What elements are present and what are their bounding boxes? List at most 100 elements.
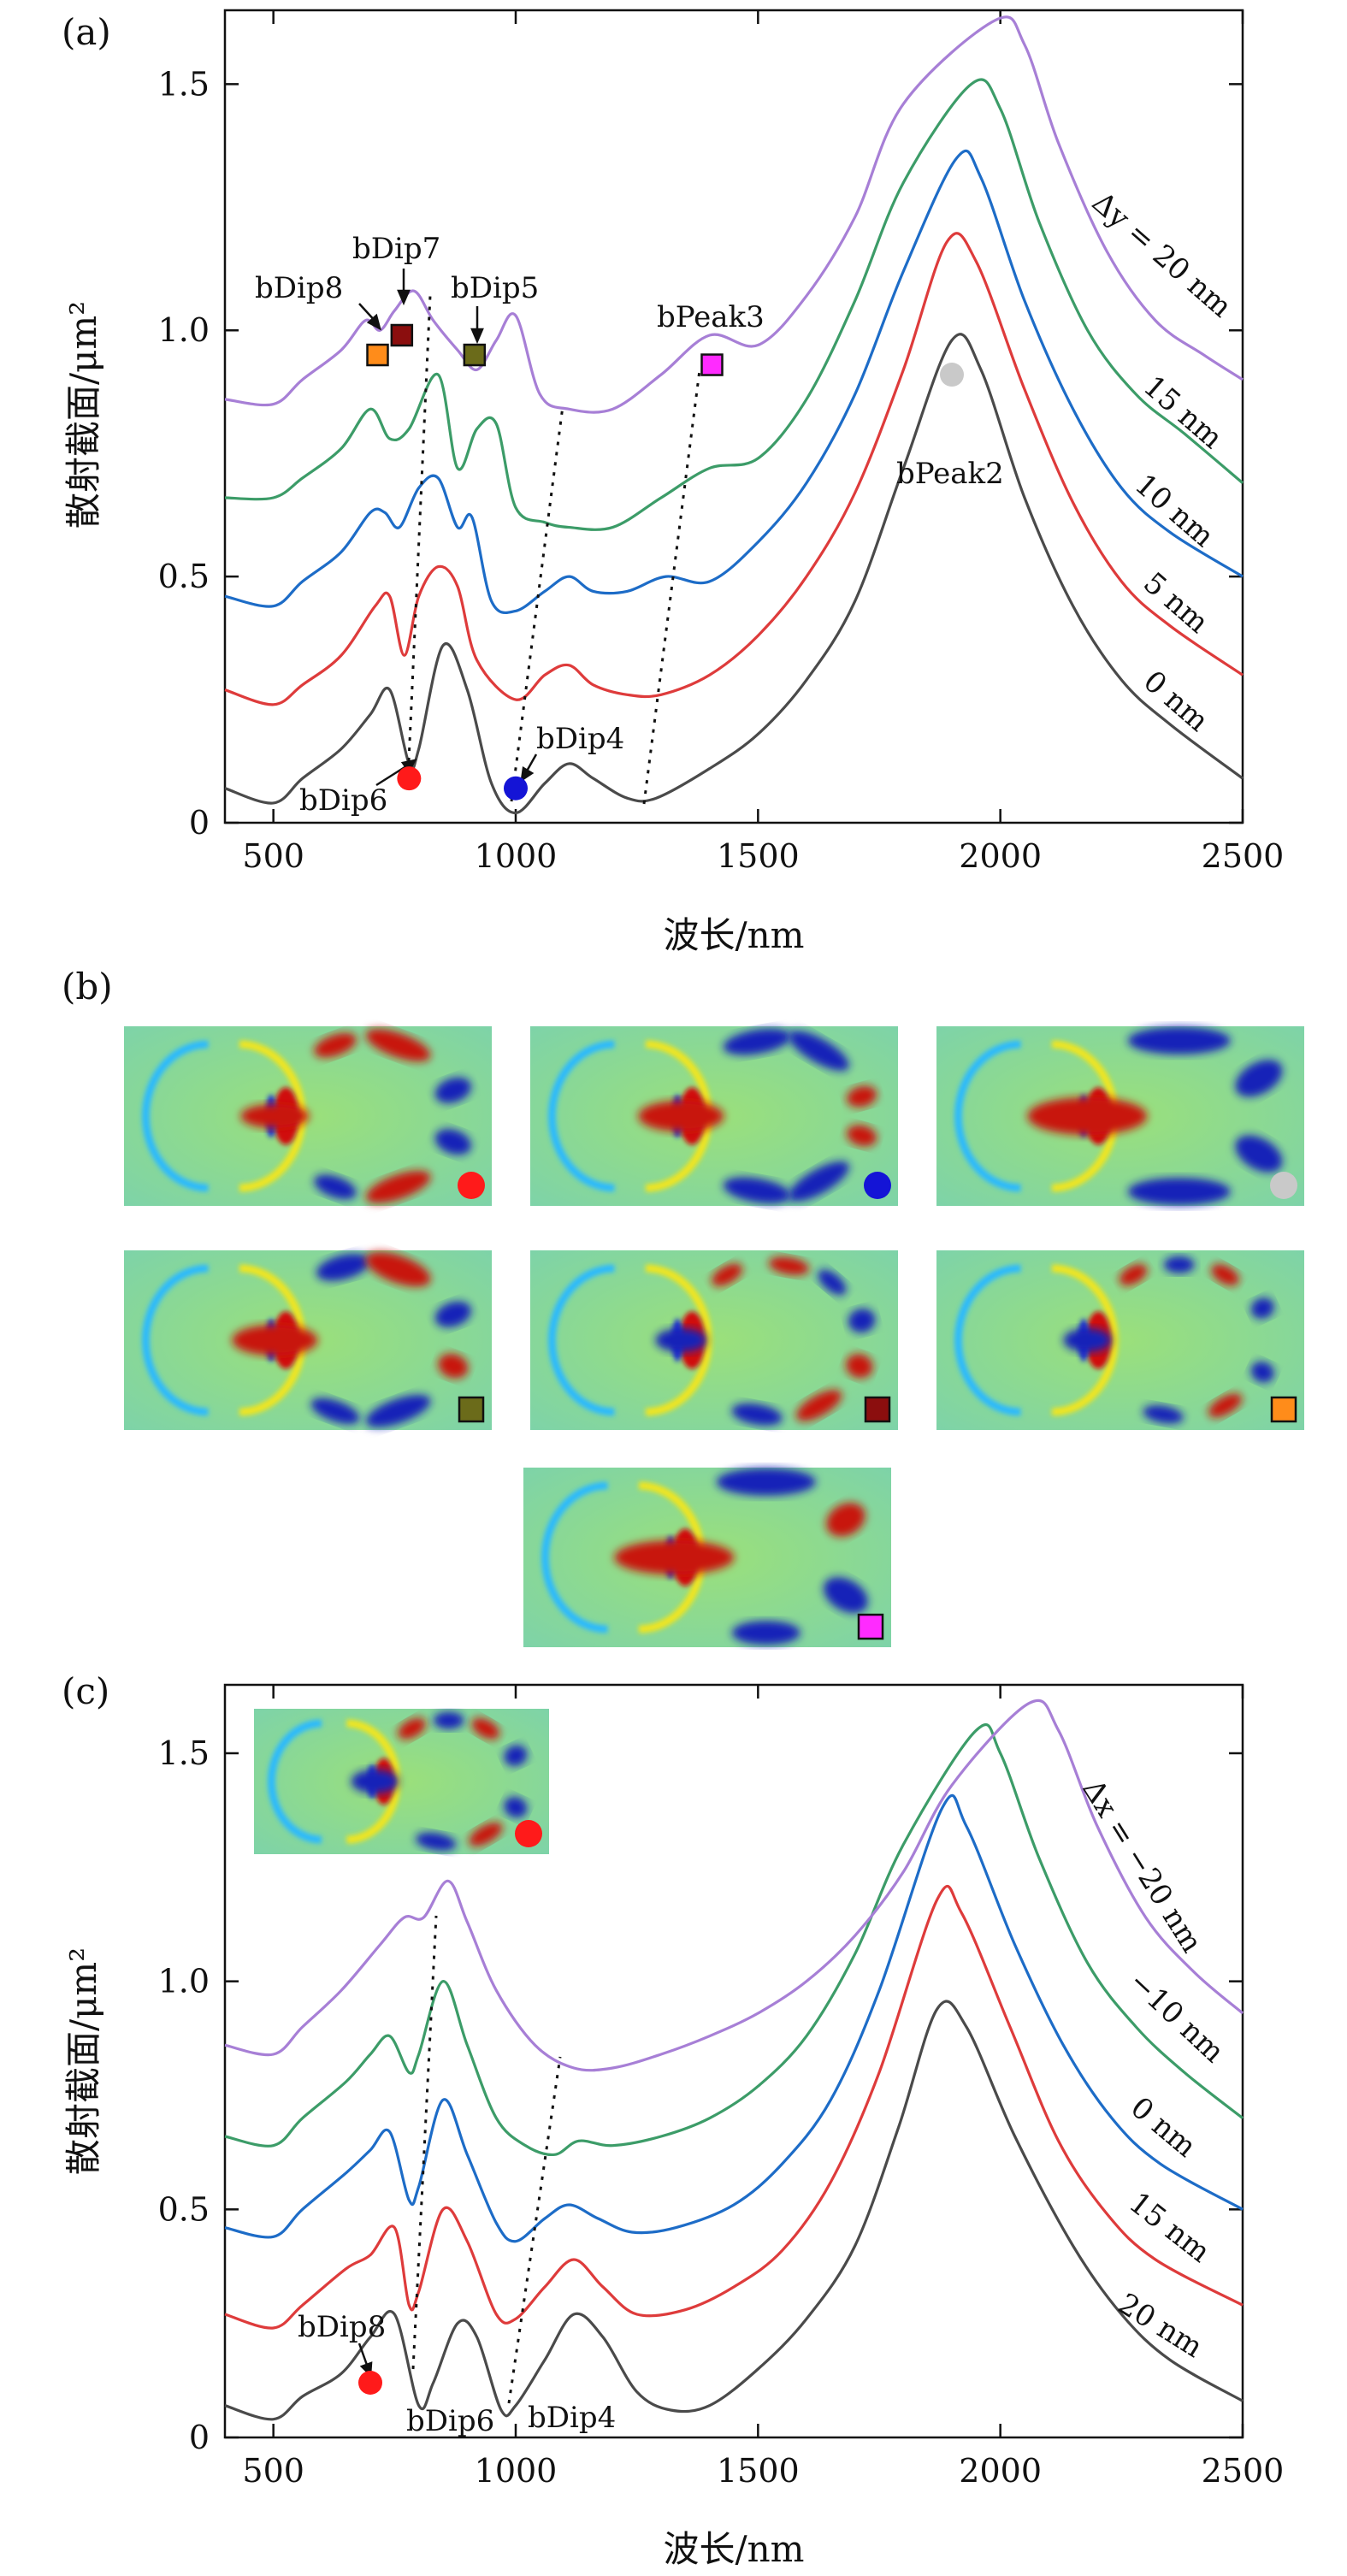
field-map-bpeak3-lobe-1 — [826, 1503, 866, 1537]
curve-label-c-m10: −10 nm — [1122, 1964, 1231, 2069]
field-map-bdip6-lobe-2 — [434, 1077, 472, 1103]
field-map-bdip5-lobe-5 — [310, 1397, 360, 1425]
chart-c-series-line-0 — [224, 2000, 1244, 2421]
field-map-bdip6-lobe-6 — [240, 1104, 310, 1128]
field-map-bdip8-lobe-6 — [1143, 1405, 1184, 1424]
anno-bpeak2-a: bPeak2 — [896, 457, 1004, 491]
field-map-bdip7-lobe-0 — [712, 1263, 743, 1286]
field-map-bdip4-lobe-1 — [789, 1031, 849, 1072]
chart-c-curve-labels: Δx = −20 nm −10 nm 0 nm 15 nm 20 nm — [1075, 1774, 1231, 2365]
chart-c-xtick-label: 1000 — [475, 2452, 558, 2490]
field-map-bpeak3-lobe-3 — [731, 1621, 801, 1645]
chart-c-ytick-label: 1.0 — [158, 1963, 210, 2000]
field-map-bdip7-lobe-7 — [655, 1328, 707, 1352]
inset-field-map-bdip8-lobe-6 — [416, 1832, 457, 1852]
field-map-bpeak2-lobe-0 — [1127, 1026, 1231, 1055]
chart-a-ylabel: 散射截面/μm² — [62, 301, 104, 529]
field-map-bdip5 — [124, 1250, 492, 1430]
chart-a-ytick-label: 0 — [189, 804, 210, 842]
chart-a-ticks: 500 1000 1500 2000 2500 0 0.5 1.0 1.5 — [158, 10, 1284, 875]
chart-a-series-line-4 — [224, 15, 1244, 414]
anno-bdip5-a: bDip5 — [451, 271, 539, 305]
chart-a-marker-square-5 — [463, 343, 487, 367]
chart-a-ytick-label: 1.5 — [158, 65, 210, 103]
chart-c-markers — [358, 2371, 382, 2395]
field-map-bdip8-left-ring-blue — [954, 1264, 1021, 1416]
chart-a-xlabel: 波长/nm — [663, 914, 804, 956]
chart-a-ytick-label: 1.0 — [158, 311, 210, 349]
chart-c-xtick-label: 1500 — [717, 2452, 800, 2490]
field-map-bdip4-marker — [864, 1172, 891, 1199]
field-map-bpeak2-left-ring-blue — [954, 1040, 1021, 1192]
inset-field-map-bdip8-lobe-2 — [471, 1717, 500, 1740]
chart-c-ylabel: 散射截面/μm² — [62, 1947, 104, 2175]
field-map-bdip8 — [936, 1250, 1304, 1430]
field-map-bdip5-lobe-3 — [438, 1353, 469, 1379]
chart-c-series-line-2 — [224, 1793, 1244, 2243]
chart-a-series-line-3 — [224, 78, 1244, 531]
field-map-bpeak3-lobe-2 — [824, 1577, 868, 1614]
field-map-bdip4-lobe-0 — [723, 1028, 791, 1055]
field-map-bdip5-lobe-2 — [434, 1301, 472, 1327]
panel-c-label: (c) — [62, 1670, 109, 1712]
anno-bdip8-c: bDip8 — [298, 2310, 386, 2344]
chart-a-marker-circle-1 — [504, 776, 528, 801]
chart-c-xtick-label: 2500 — [1202, 2452, 1285, 2490]
field-map-bdip4-lobe-2 — [846, 1085, 877, 1108]
chart-c-series — [224, 1699, 1244, 2421]
field-map-bdip7 — [530, 1250, 898, 1430]
panel-b-label: (b) — [62, 966, 113, 1007]
panel-a-label: (a) — [62, 11, 111, 53]
chart-c-xlabel: 波长/nm — [663, 2528, 804, 2570]
field-map-bpeak2-lobe-3 — [1127, 1178, 1231, 1206]
chart-c-guides — [411, 1915, 562, 2404]
chart-c-frame — [223, 1683, 1244, 2439]
chart-a-xtick-label: 500 — [242, 837, 304, 875]
chart-a-ytick-label: 0.5 — [158, 558, 210, 595]
field-map-bdip8-lobe-1 — [1163, 1256, 1195, 1273]
chart-c: 500 1000 1500 2000 2500 0 0.5 1.0 1.5 bDip8 bDip… — [62, 1683, 1285, 2570]
inset-field-map-bdip8-lobe-0 — [398, 1717, 426, 1740]
field-map-bdip5-left-ring-blue — [141, 1264, 209, 1416]
inset-field-map-bdip8-lobe-5 — [469, 1822, 503, 1846]
anno-bdip4-c: bDip4 — [528, 2401, 616, 2435]
anno-bdip8-a: bDip8 — [255, 271, 343, 305]
anno-bdip6-c: bDip6 — [406, 2404, 494, 2438]
chart-c-arrows — [357, 2343, 373, 2378]
field-map-bdip4-lobe-5 — [723, 1177, 791, 1204]
field-map-bdip8-marker — [1270, 1396, 1297, 1423]
field-map-bdip5-lobe-0 — [316, 1253, 370, 1281]
anno-bdip6-a: bDip6 — [299, 783, 387, 818]
field-map-bdip6-marker — [458, 1172, 485, 1199]
field-map-bdip6-lobe-5 — [314, 1174, 357, 1200]
inset-field-map-bdip8-left-ring-blue — [267, 1719, 322, 1844]
field-map-bdip7-lobe-3 — [848, 1309, 876, 1333]
field-map-bdip6-lobe-4 — [365, 1170, 431, 1203]
inset-field-map-bdip8-lobe-4 — [504, 1796, 528, 1818]
field-map-bdip4-lobe-4 — [789, 1161, 849, 1202]
field-map-bpeak3-lobe-0 — [716, 1468, 816, 1496]
chart-a-series-line-0 — [224, 333, 1244, 815]
anno-bdip7-a: bDip7 — [352, 232, 440, 266]
field-map-bpeak3-lobe-4 — [614, 1540, 735, 1575]
field-map-bdip6-left-ring-blue — [141, 1040, 209, 1192]
chart-a-series-line-1 — [224, 232, 1244, 706]
inset-field-map-bdip8 — [254, 1709, 549, 1854]
field-map-bdip7-lobe-1 — [768, 1256, 810, 1275]
chart-c-ytick-label: 0.5 — [158, 2190, 210, 2228]
curve-label-a-15: 15 nm — [1137, 369, 1229, 456]
inset-field-map-bdip8-marker — [515, 1820, 542, 1847]
chart-c-xtick-label: 2000 — [959, 2452, 1042, 2490]
field-map-bdip8-lobe-3 — [1250, 1297, 1274, 1320]
field-map-bpeak3 — [523, 1468, 891, 1647]
field-map-bdip8-lobe-0 — [1119, 1264, 1148, 1286]
field-map-bpeak3-marker — [857, 1613, 884, 1640]
field-map-bpeak3-left-ring-blue — [541, 1481, 608, 1634]
chart-c-ytick-label: 0 — [189, 2419, 210, 2456]
field-map-bdip6-lobe-0 — [314, 1032, 357, 1058]
chart-a-xtick-label: 1500 — [717, 837, 800, 875]
chart-c-series-line-4 — [224, 1699, 1244, 2072]
curve-label-c-m20: Δx = −20 nm — [1075, 1774, 1208, 1959]
chart-a-series-line-2 — [224, 149, 1244, 615]
chart-c-inset-field-map — [254, 1709, 549, 1854]
